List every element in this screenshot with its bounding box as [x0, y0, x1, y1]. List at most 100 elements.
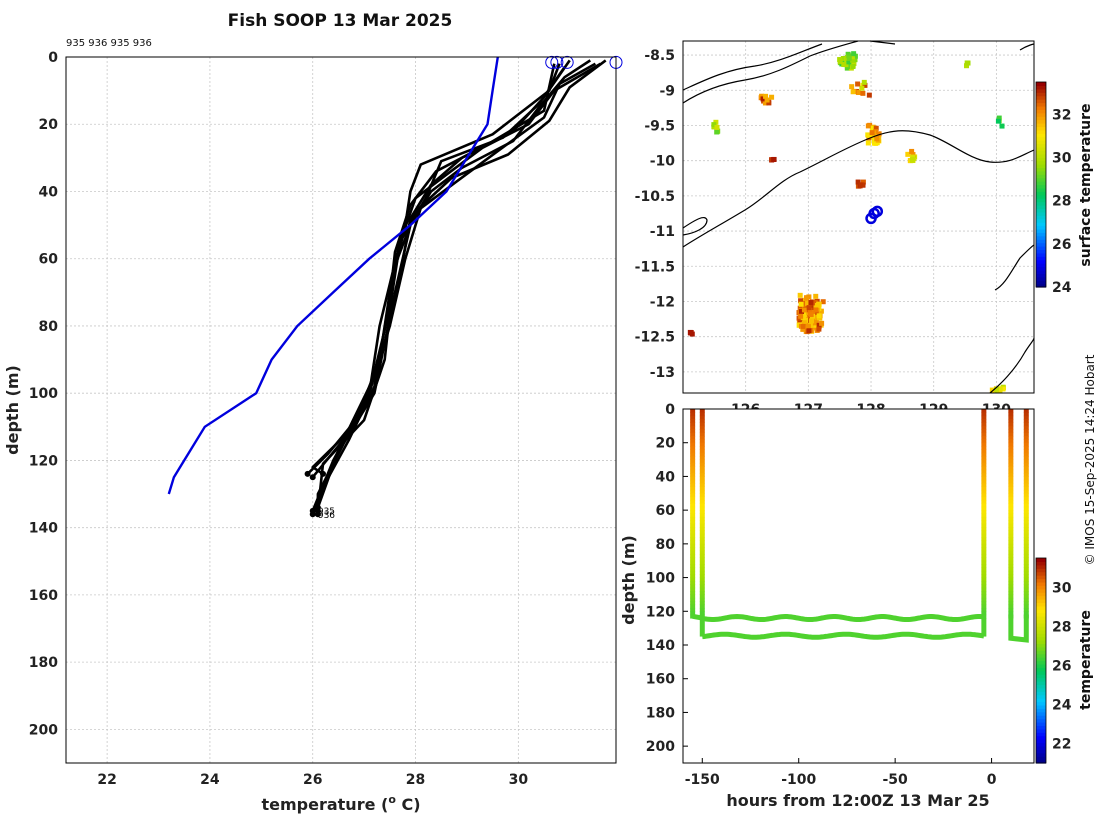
- cast-sample: [981, 550, 987, 555]
- cast-sample: [1008, 533, 1014, 538]
- colorbar-segment: [1036, 687, 1046, 692]
- colorbar-segment: [1036, 739, 1046, 744]
- sst-pixel: [801, 320, 807, 326]
- cast-sample: [690, 466, 696, 471]
- cast-sample: [690, 523, 696, 528]
- sst-pixel: [800, 323, 806, 329]
- colorbar-segment: [1036, 599, 1046, 604]
- colorbar-segment: [1036, 640, 1046, 645]
- sst-pixel: [862, 82, 868, 88]
- colorbar-segment: [1036, 701, 1046, 706]
- colorbar-segment: [1036, 157, 1046, 162]
- cast-sample: [981, 543, 987, 548]
- cast-sample: [690, 557, 696, 562]
- sst-pixel: [771, 156, 777, 162]
- colorbar-segment: [1036, 681, 1046, 686]
- cast-sample: [981, 530, 987, 535]
- x-axis-label-sup: o: [388, 793, 396, 806]
- section-x-tick-label: -50: [882, 772, 908, 788]
- colorbar-segment: [1036, 167, 1046, 172]
- sst-pixel: [808, 312, 814, 318]
- cast-sample: [690, 591, 696, 595]
- cast-sample: [981, 604, 987, 609]
- profile-end-point: [309, 511, 316, 518]
- colorbar-frame: [1035, 81, 1047, 288]
- cast-sample: [699, 446, 705, 450]
- colorbar-segment: [1036, 256, 1046, 261]
- cast-sample: [1023, 506, 1029, 511]
- colorbar-segment: [1036, 150, 1046, 155]
- map-y-tick-label: -11.5: [635, 259, 675, 275]
- cast-sample: [981, 429, 987, 434]
- colorbar-segment: [1036, 184, 1046, 189]
- cast-sample: [981, 520, 987, 525]
- cast-sample: [981, 607, 987, 612]
- cast-sample: [699, 584, 705, 589]
- cast-sample: [981, 425, 987, 430]
- cast-sample: [1023, 560, 1029, 565]
- section-ticks: -150 -100 -50 0 0 20 40 60 80 100 120 140 160 180 200: [646, 402, 997, 788]
- cast-sample: [699, 550, 705, 555]
- profile-end-label: 935: [318, 507, 335, 517]
- sst-pixel: [798, 298, 804, 304]
- y-tick-label: 80: [39, 319, 59, 335]
- cast-sample: [690, 432, 696, 437]
- section-x-tick-label: -150: [685, 772, 720, 788]
- cast-sample: [699, 469, 705, 474]
- cast-sample: [1008, 459, 1014, 464]
- sst-pixel: [858, 182, 864, 188]
- cast-sample: [981, 516, 987, 521]
- colorbar-segment: [1036, 653, 1046, 658]
- cast-sample: [981, 473, 987, 477]
- cast-sample: [699, 425, 705, 430]
- cast-sample: [699, 533, 705, 538]
- colorbar-segment: [1036, 232, 1046, 237]
- sst-pixel: [859, 85, 865, 91]
- cast-sample: [1008, 601, 1014, 606]
- cast-sample: [1008, 476, 1014, 481]
- colorbar-segment: [1036, 208, 1046, 213]
- cast-sample: [1023, 537, 1029, 541]
- y-tick-label: 160: [29, 588, 58, 604]
- cast-sample: [1008, 473, 1014, 477]
- colorbar-segment: [1036, 742, 1046, 747]
- sst-pixel: [812, 320, 818, 326]
- sst-pixel: [989, 387, 995, 393]
- cast-sample: [1008, 483, 1014, 488]
- sst-pixel: [996, 115, 1002, 121]
- colorbar-segment: [1036, 674, 1046, 679]
- cast-sample: [690, 540, 696, 545]
- cast-sample: [1008, 547, 1014, 552]
- cast-sample: [699, 506, 705, 511]
- colorbar-segment: [1036, 126, 1046, 131]
- cast-sample: [699, 594, 705, 599]
- cast-sample: [690, 456, 696, 461]
- cast-sample: [690, 483, 696, 488]
- cast-sample: [699, 429, 705, 434]
- section-panel: -150 -100 -50 0020406080100120140160180200 …: [619, 402, 1094, 810]
- cast-sample: [1023, 409, 1029, 413]
- cast-sample: [1023, 513, 1029, 518]
- colorbar-segment: [1036, 578, 1046, 583]
- colorbar-segment: [1036, 633, 1046, 638]
- colorbar-segment: [1036, 82, 1046, 87]
- cast-sample: [1023, 412, 1029, 417]
- cast-sample: [1008, 516, 1014, 521]
- cast-sample: [1023, 527, 1029, 531]
- colorbar-segment: [1036, 657, 1046, 662]
- cast-sample: [1023, 516, 1029, 521]
- cast-sample: [690, 547, 696, 552]
- map-y-tick-label: -8.5: [644, 48, 675, 64]
- y-tick-label: 20: [39, 117, 59, 133]
- x-tick-label: 24: [200, 772, 220, 788]
- cast-sample: [981, 510, 987, 515]
- cast-sample: [690, 604, 696, 609]
- cast-sample: [699, 479, 705, 484]
- y-axis-label: depth (m): [3, 365, 22, 455]
- sst-pixel: [804, 317, 810, 323]
- colorbar-segment: [1036, 609, 1046, 614]
- cast-sample: [1023, 456, 1029, 461]
- sst-pixel: [855, 81, 861, 87]
- cast-sample: [1023, 473, 1029, 477]
- cast-sample: [699, 489, 705, 494]
